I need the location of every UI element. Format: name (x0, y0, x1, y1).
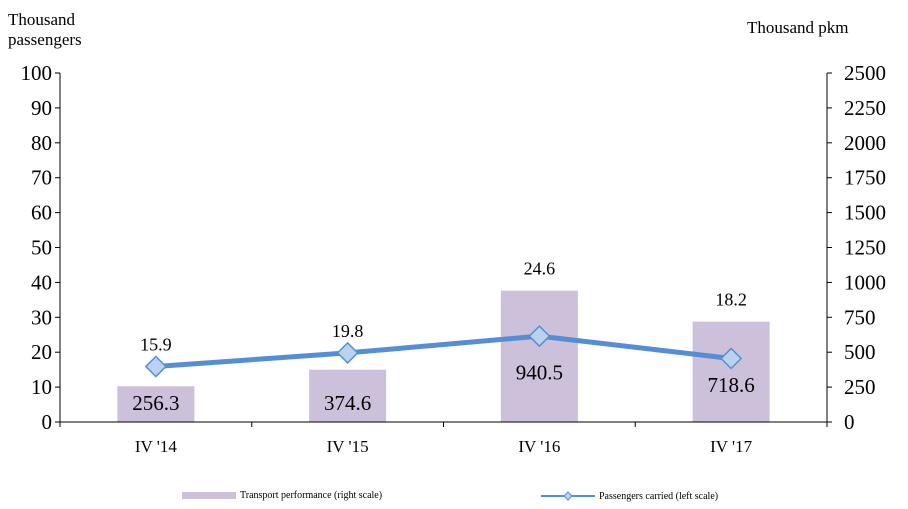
right-tick-label-5: 1250 (844, 236, 886, 260)
legend-label-passengers-carried: Passengers carried (left scale) (599, 491, 718, 502)
bar-data-label-0: 256.3 (132, 391, 179, 415)
left-tick-label-1: 10 (31, 375, 52, 399)
legend-label-transport-performance: Transport performance (right scale) (240, 490, 382, 501)
legend-bar-swatch (182, 492, 236, 499)
bar-data-label-2: 940.5 (516, 360, 563, 384)
left-tick-label-6: 60 (31, 201, 52, 225)
data-labels: 15.9 19.8 24.6 18.2 256.3 374.6 940.5 718.6 (132, 259, 755, 415)
right-tick-label-4: 1000 (844, 270, 886, 294)
left-tick-label-10: 100 (21, 61, 53, 85)
legend-line-swatch (541, 490, 595, 502)
line-data-label-3: 18.2 (715, 290, 747, 310)
bar-data-label-3: 718.6 (708, 373, 755, 397)
left-tick-label-5: 50 (31, 236, 52, 260)
legend-item-passengers-carried: Passengers carried (left scale) (541, 490, 718, 502)
line-data-label-1: 19.8 (332, 321, 364, 341)
right-tick-label-0: 0 (844, 410, 855, 434)
bar-3 (693, 322, 770, 422)
x-tick-label-1: IV '15 (327, 437, 369, 456)
left-tick-label-2: 20 (31, 340, 52, 364)
line-marker-1 (338, 343, 358, 363)
left-tick-label-7: 70 (31, 166, 52, 190)
x-tick-label-3: IV '17 (710, 437, 752, 456)
right-tick-label-6: 1500 (844, 201, 886, 225)
bar-series (117, 291, 769, 422)
left-tick-label-9: 90 (31, 96, 52, 120)
legend-item-transport-performance: Transport performance (right scale) (182, 490, 382, 501)
right-tick-label-3: 750 (844, 305, 876, 329)
bar-data-label-1: 374.6 (324, 391, 371, 415)
right-tick-label-9: 2250 (844, 96, 886, 120)
x-tick-label-2: IV '16 (518, 437, 560, 456)
x-tick-label-0: IV '14 (135, 437, 177, 456)
line-data-label-2: 24.6 (524, 259, 556, 279)
combo-chart: 0102030405060708090100025050075010001250… (0, 0, 908, 480)
right-tick-label-2: 500 (844, 340, 876, 364)
left-tick-label-8: 80 (31, 131, 52, 155)
right-tick-label-1: 250 (844, 375, 876, 399)
line-marker-0 (146, 357, 166, 377)
left-tick-label-3: 30 (31, 305, 52, 329)
right-tick-label-8: 2000 (844, 131, 886, 155)
right-tick-label-10: 2500 (844, 61, 886, 85)
line-series-path (156, 336, 731, 366)
left-tick-label-0: 0 (42, 410, 53, 434)
bar-2 (501, 291, 578, 422)
left-tick-label-4: 40 (31, 270, 52, 294)
right-tick-label-7: 1750 (844, 166, 886, 190)
line-series (146, 326, 741, 376)
line-data-label-0: 15.9 (140, 335, 172, 355)
